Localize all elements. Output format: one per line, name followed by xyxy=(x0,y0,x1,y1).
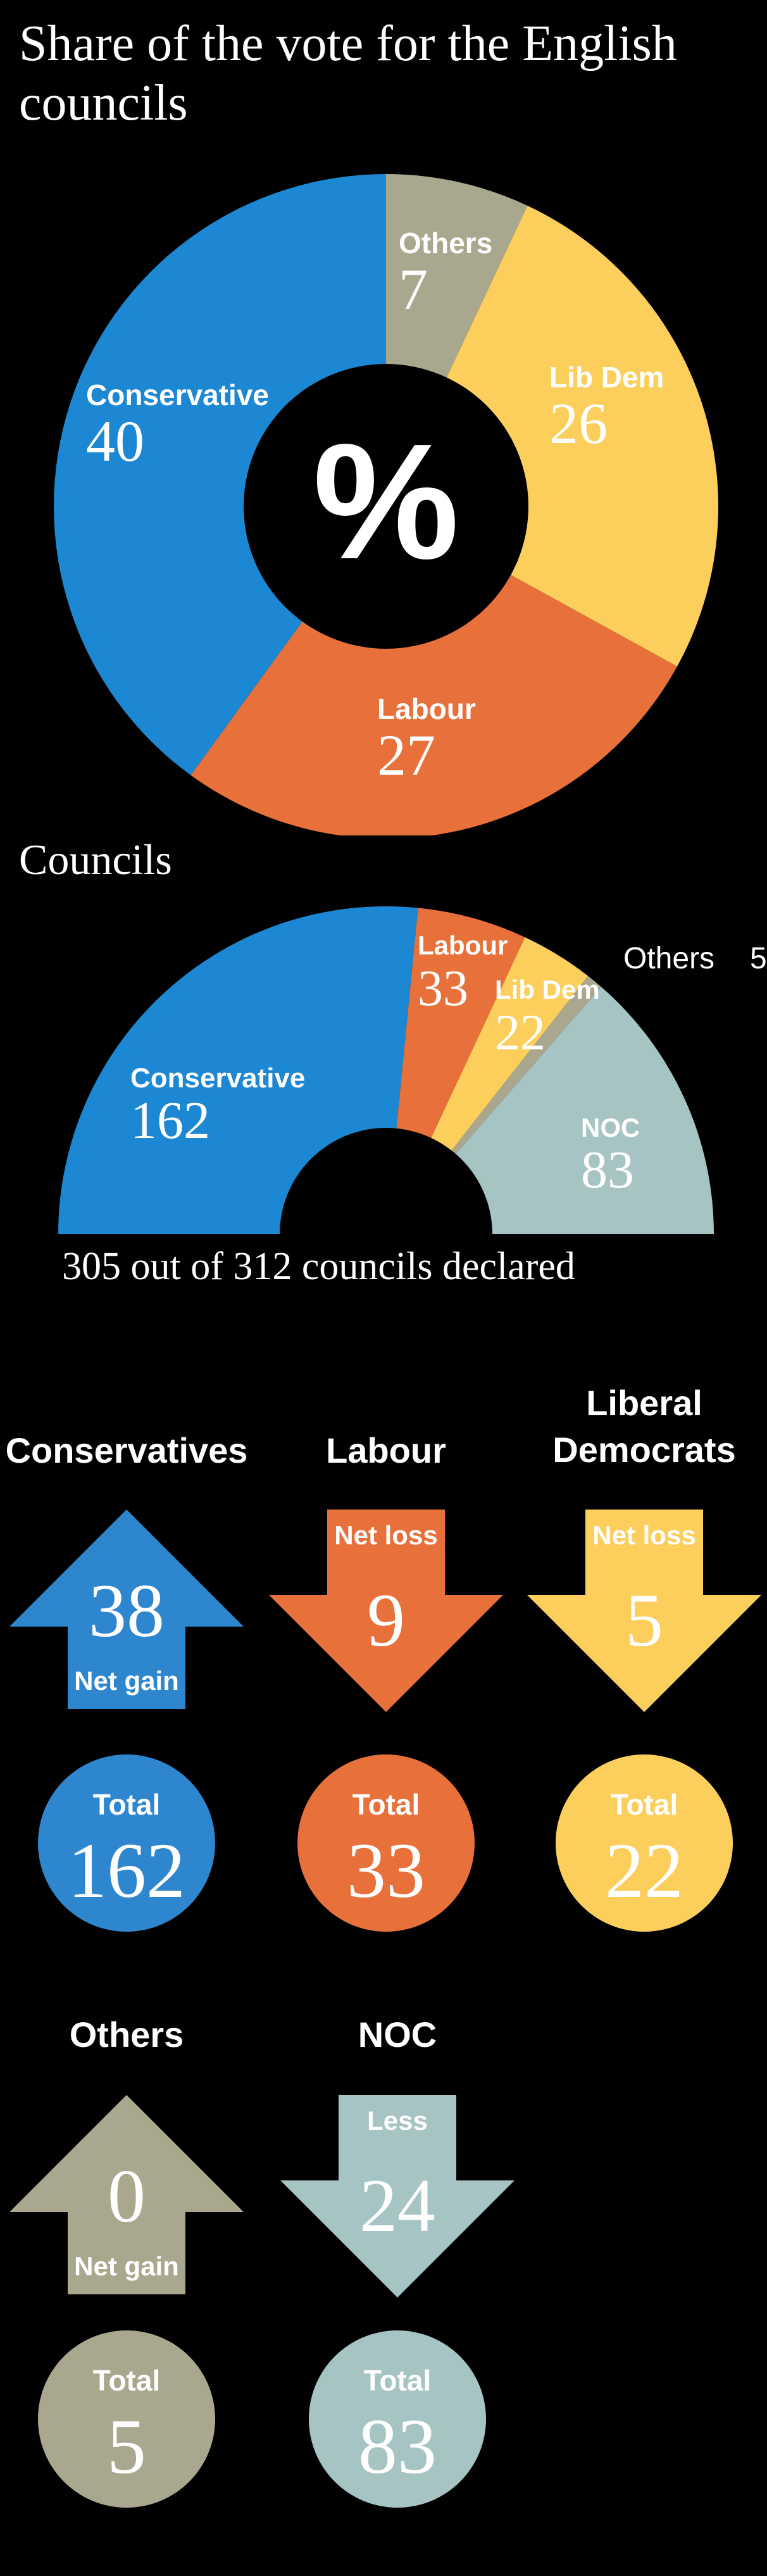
council-value-lib-dem: 22 xyxy=(495,1005,546,1061)
total-circle-conservatives xyxy=(38,1754,215,1932)
councils-declared-note: 305 out of 312 councils declared xyxy=(62,1245,575,1288)
vote-slice-conservative xyxy=(54,174,387,775)
change-label-conservatives: Net gain xyxy=(74,1666,179,1696)
council-value-others: 5 xyxy=(750,942,767,975)
down-arrow-icon xyxy=(269,1510,503,1712)
total-label-labour: Total xyxy=(352,1788,420,1821)
party-name-liberal-democrats: Liberal Democrats xyxy=(552,1383,736,1470)
total-label-others: Total xyxy=(93,2364,160,2397)
total-value-noc: 83 xyxy=(358,2403,437,2490)
council-label-lib-dem: Lib Dem xyxy=(495,975,600,1004)
down-arrow-icon xyxy=(527,1510,761,1712)
total-value-others: 5 xyxy=(107,2403,146,2490)
total-label-conservatives: Total xyxy=(93,1788,160,1821)
party-result-liberal-democrats: Net loss 5 Total 22 xyxy=(527,1510,761,1932)
down-arrow-icon xyxy=(280,2095,514,2298)
total-circle-noc xyxy=(309,2330,486,2508)
donut-hole xyxy=(244,364,528,649)
total-circle-labour xyxy=(297,1754,475,1932)
total-circle-liberal-democrats xyxy=(556,1754,733,1932)
change-label-labour: Net loss xyxy=(334,1520,437,1550)
total-value-conservatives: 162 xyxy=(68,1827,185,1914)
party-result-conservatives: Net gain 38 Total 162 xyxy=(9,1510,244,1932)
change-value-liberal-democrats: 5 xyxy=(625,1578,663,1662)
party-name-others: Others xyxy=(69,2015,184,2054)
donut-center-percent-sign: % xyxy=(313,410,459,594)
vote-label-lib-dem: Lib Dem xyxy=(549,361,664,394)
chart-title: Share of the vote for the English counci… xyxy=(19,16,677,131)
change-label-noc: Less xyxy=(367,2106,428,2135)
council-label-conservative: Conservative xyxy=(130,1063,305,1094)
council-value-conservative: 162 xyxy=(130,1091,210,1150)
party-result-others: Net gain 0 Total 5 xyxy=(9,2095,244,2508)
councils-title: Councils xyxy=(19,835,172,884)
council-value-noc: 83 xyxy=(581,1141,634,1199)
party-name-noc: NOC xyxy=(358,2015,437,2054)
vote-value-labour: 27 xyxy=(377,723,435,787)
total-circle-others xyxy=(38,2330,215,2508)
council-label-others: Others xyxy=(623,942,714,975)
party-name-labour: Labour xyxy=(326,1430,446,1470)
vote-label-labour: Labour xyxy=(377,692,476,725)
party-name-conservatives: Conservatives xyxy=(5,1430,248,1470)
change-value-conservatives: 38 xyxy=(89,1568,165,1653)
party-result-noc: Less 24 Total 83 xyxy=(280,2095,514,2508)
up-arrow-icon xyxy=(9,2095,244,2294)
vote-label-conservative: Conservative xyxy=(86,378,269,411)
up-arrow-icon xyxy=(9,1510,244,1709)
vote-value-conservative: 40 xyxy=(86,409,144,473)
vote-value-others: 7 xyxy=(399,257,428,322)
total-value-labour: 33 xyxy=(347,1827,425,1914)
total-value-liberal-democrats: 22 xyxy=(605,1827,683,1914)
party-result-labour: Net loss 9 Total 33 xyxy=(269,1510,503,1932)
vote-value-lib-dem: 26 xyxy=(549,391,608,456)
vote-label-others: Others xyxy=(399,227,492,259)
semicircle-hole xyxy=(280,1128,492,1234)
change-label-liberal-democrats: Net loss xyxy=(592,1520,695,1550)
change-value-others: 0 xyxy=(108,2154,146,2238)
council-label-labour: Labour xyxy=(418,930,508,960)
total-label-liberal-democrats: Total xyxy=(611,1788,678,1821)
change-value-noc: 24 xyxy=(359,2163,435,2248)
change-value-labour: 9 xyxy=(367,1578,405,1662)
council-label-noc: NOC xyxy=(581,1113,640,1142)
change-label-others: Net gain xyxy=(74,2251,179,2281)
vote-slice-labour xyxy=(190,506,678,835)
council-value-labour: 33 xyxy=(418,961,468,1016)
total-label-noc: Total xyxy=(364,2364,431,2397)
